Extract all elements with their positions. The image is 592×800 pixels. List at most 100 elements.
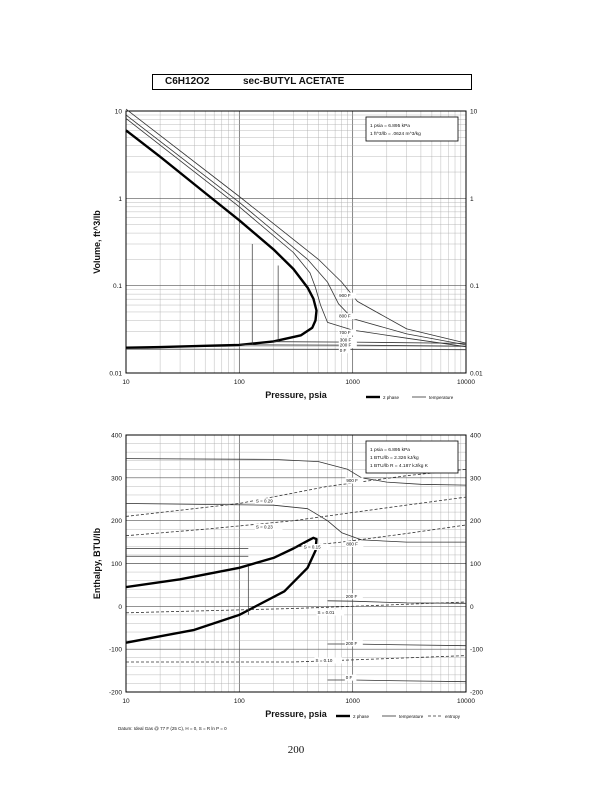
conversion-text: 1 BTU/lb = 2.326 kJ/kg	[370, 455, 419, 461]
title-box: C6H12O2 sec-BUTYL ACETATE	[152, 74, 472, 90]
y-tick-label-right: 1	[470, 196, 474, 203]
x-tick-label: 100	[234, 379, 245, 386]
curve-label-bg	[345, 477, 364, 484]
x-tick-label: 10	[122, 379, 130, 386]
y-tick-label: 400	[111, 433, 122, 440]
series-temperature-line	[327, 600, 467, 604]
series-temperature-line	[327, 643, 467, 647]
conversion-text: 1 BTU/lb R = 4.187 kJ/kg K	[370, 463, 429, 469]
conversion-box	[365, 116, 459, 142]
curve-label: S = 0.10	[316, 658, 333, 663]
y-tick-label-right: -100	[470, 647, 483, 654]
series-temperature-line	[125, 114, 467, 346]
curve-label: 200 F	[346, 641, 358, 646]
y-tick-label-right: -200	[470, 690, 483, 697]
curve-label: 800 F	[346, 542, 358, 547]
curve-label-bg	[254, 498, 283, 505]
series-temperature-line	[125, 348, 467, 351]
legend-label: temperature	[399, 714, 424, 719]
curve-label: 900 F	[339, 293, 351, 298]
x-axis-label: Pressure, psia	[265, 709, 328, 719]
curve-label: 0 F	[346, 675, 353, 680]
curve-label: 700 F	[339, 330, 351, 335]
series-temperature-line	[125, 503, 466, 543]
curve-label: 800 F	[339, 314, 351, 319]
series-temperature-line	[327, 679, 467, 683]
curve-label-bg	[338, 336, 357, 343]
conversion-text: 1 psia = 6.895 kPa	[370, 447, 410, 453]
curve-label: 200 F	[346, 594, 358, 599]
curve-label-bg	[345, 541, 364, 548]
curve-label-bg	[302, 544, 331, 551]
y-tick-label-right: 300	[470, 475, 481, 482]
series-temperature-line	[125, 118, 467, 348]
y-tick-label-right: 0	[470, 604, 474, 611]
x-tick-label: 10	[122, 698, 130, 705]
y-tick-label: 200	[111, 518, 122, 525]
y-tick-label-right: 0.1	[470, 283, 479, 290]
series-entropy-line	[125, 468, 467, 517]
y-tick-label: 10	[115, 109, 123, 116]
series-entropy-line	[126, 655, 467, 663]
conversion-box	[365, 440, 459, 474]
x-tick-label: 1000	[345, 698, 360, 705]
datum-note: Datum: Ideal Gas @ 77 F (25 C), H = 0, S…	[118, 726, 227, 731]
curve-label-bg	[338, 342, 357, 349]
series-temperature-line	[125, 458, 467, 486]
y-tick-label: 0	[118, 604, 122, 611]
curve-label-bg	[344, 640, 363, 647]
x-tick-label: 100	[234, 698, 245, 705]
curve-label: 900 F	[346, 478, 358, 483]
x-axis-label: Pressure, psia	[265, 390, 328, 400]
x-tick-label: 10000	[457, 698, 475, 705]
y-tick-label: -200	[109, 690, 122, 697]
y-tick-label: 300	[111, 475, 122, 482]
curve-label-bg	[314, 657, 343, 664]
two-phase-curve	[125, 536, 318, 644]
x-tick-label: 1000	[345, 379, 360, 386]
series-temperature-line	[125, 108, 467, 344]
y-tick-label-right: 200	[470, 518, 481, 525]
y-tick-label-right: 400	[470, 433, 481, 440]
series-entropy-line	[293, 524, 467, 548]
y-tick-label: -100	[109, 647, 122, 654]
curve-label: S = 0.29	[256, 499, 273, 504]
compound-formula: C6H12O2	[165, 76, 210, 87]
curve-label: 300 F	[340, 337, 352, 342]
y-axis-label: Enthalpy, BTU/lb	[92, 527, 102, 599]
curve-label-bg	[338, 347, 351, 354]
page-number: 200	[287, 744, 305, 756]
y-tick-label-right: 100	[470, 561, 481, 568]
curve-label-bg	[344, 593, 363, 600]
conversion-text: 1 psia = 6.895 kPa	[370, 123, 410, 129]
curve-label-bg	[316, 609, 345, 616]
series-entropy-line	[125, 496, 467, 537]
curve-label: S = 0.01	[318, 610, 335, 615]
curve-label: S = 0.15	[304, 545, 321, 550]
curve-label-bg	[254, 523, 283, 530]
y-tick-label: 1	[118, 196, 122, 203]
y-tick-label-right: 10	[470, 109, 478, 116]
conversion-text: 1 ft^3/lb = .0624 m^3/kg	[370, 131, 421, 137]
curve-label: 0 F	[340, 348, 347, 353]
legend-label: temperature	[429, 395, 454, 400]
curve-label-bg	[338, 313, 357, 320]
plot-frame	[125, 434, 467, 693]
compound-name: sec-BUTYL ACETATE	[243, 76, 345, 87]
y-tick-label: 0.1	[113, 283, 122, 290]
curve-label-bg	[344, 674, 357, 681]
curve-label-bg	[338, 292, 357, 299]
series-entropy-line	[125, 601, 467, 614]
curve-label: S = 0.23	[256, 524, 273, 529]
curve-label: 200 F	[340, 343, 352, 348]
y-tick-label: 0.01	[109, 371, 122, 378]
two-phase-curve	[125, 129, 318, 349]
y-tick-label: 100	[111, 561, 122, 568]
legend-label: 2 phase	[353, 714, 370, 719]
plot-frame	[125, 110, 467, 374]
legend-label: 2 phase	[383, 395, 400, 400]
y-tick-label-right: 0.01	[470, 371, 483, 378]
curve-label-bg	[338, 329, 357, 336]
y-axis-label: Volume, ft^3/lb	[92, 210, 102, 274]
